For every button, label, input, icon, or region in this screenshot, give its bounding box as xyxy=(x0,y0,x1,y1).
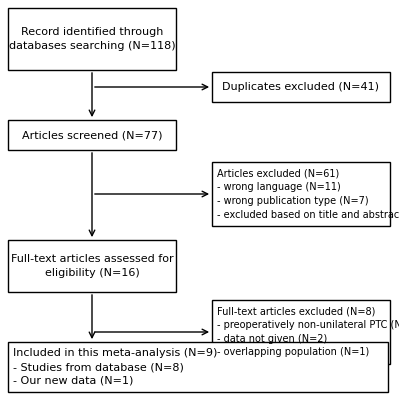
Text: Included in this meta-analysis (N=9)
- Studies from database (N=8)
- Our new dat: Included in this meta-analysis (N=9) - S… xyxy=(13,348,217,386)
FancyBboxPatch shape xyxy=(8,240,176,292)
Text: Articles screened (N=77): Articles screened (N=77) xyxy=(22,130,162,140)
FancyBboxPatch shape xyxy=(8,120,176,150)
FancyBboxPatch shape xyxy=(8,8,176,70)
FancyBboxPatch shape xyxy=(212,72,390,102)
Text: Full-text articles excluded (N=8)
- preoperatively non-unilateral PTC (N=5)
- da: Full-text articles excluded (N=8) - preo… xyxy=(217,306,399,358)
FancyBboxPatch shape xyxy=(212,162,390,226)
Text: Articles excluded (N=61)
- wrong language (N=11)
- wrong publication type (N=7)
: Articles excluded (N=61) - wrong languag… xyxy=(217,169,399,219)
Text: Record identified through
databases searching (N=118): Record identified through databases sear… xyxy=(9,27,175,51)
Text: Duplicates excluded (N=41): Duplicates excluded (N=41) xyxy=(223,82,379,92)
FancyBboxPatch shape xyxy=(8,342,388,392)
FancyBboxPatch shape xyxy=(212,300,390,364)
Text: Full-text articles assessed for
eligibility (N=16): Full-text articles assessed for eligibil… xyxy=(11,254,173,278)
